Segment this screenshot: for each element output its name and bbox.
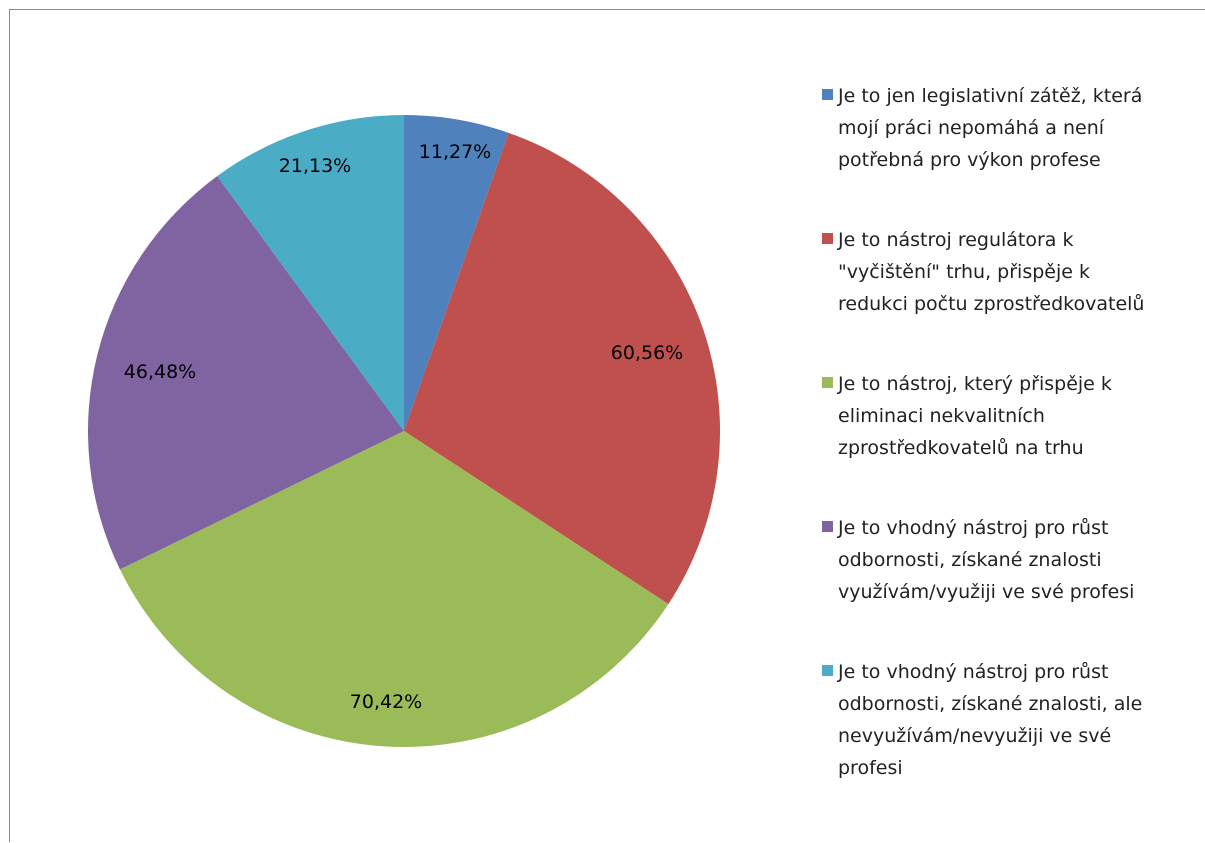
legend-line: nevyužívám/nevyužiji ve své (838, 725, 1112, 747)
legend-label-1: Je to jen legislativní zátěž, která mojí … (838, 80, 1142, 176)
legend-line: Je to vhodný nástroj pro růst (838, 661, 1109, 683)
legend-label-5: Je to vhodný nástroj pro růst odbornosti,… (838, 656, 1142, 784)
legend-swatch-5 (822, 665, 833, 676)
legend-line: Je to vhodný nástroj pro růst (838, 517, 1109, 539)
legend-item-1: Je to jen legislativní zátěž, která mojí … (822, 80, 1205, 176)
legend-line: využívám/využiji ve své profesi (838, 581, 1135, 603)
legend-swatch-4 (822, 521, 833, 532)
chart-frame: 11,27% 60,56% 70,42% 46,48% 21,13% Je to jen… (9, 9, 1205, 842)
data-label-2: 60,56% (611, 342, 683, 364)
data-label-4: 46,48% (124, 361, 196, 383)
legend-swatch-1 (822, 89, 833, 100)
legend-line: profesi (838, 757, 903, 779)
pie-slice-2 (404, 132, 721, 605)
pie-slice-5 (217, 115, 404, 431)
legend-swatch-2 (822, 233, 833, 244)
legend-swatch-3 (822, 377, 833, 388)
legend-item-5: Je to vhodný nástroj pro růst odbornosti,… (822, 656, 1205, 784)
pie-slice-1 (404, 115, 509, 431)
legend-item-3: Je to nástroj, který přispěje k eliminaci… (822, 368, 1205, 464)
data-label-1: 11,27% (419, 141, 491, 163)
legend-line: Je to nástroj, který přispěje k (838, 373, 1112, 395)
data-label-3: 70,42% (350, 691, 422, 713)
legend-line: "vyčištění" trhu, přispěje k (838, 261, 1090, 283)
data-label-5: 21,13% (279, 155, 351, 177)
legend-line: odbornosti, získané znalosti, ale (838, 693, 1143, 715)
legend-label-4: Je to vhodný nástroj pro růst odbornosti,… (838, 512, 1134, 608)
legend-line: Je to jen legislativní zátěž, která (838, 85, 1143, 107)
legend-line: eliminaci nekvalitních (838, 405, 1045, 427)
legend-item-4: Je to vhodný nástroj pro růst odbornosti,… (822, 512, 1205, 608)
legend-label-3: Je to nástroj, který přispěje k eliminaci… (838, 368, 1112, 464)
legend-line: zprostředkovatelů na trhu (838, 437, 1084, 459)
legend-line: potřebná pro výkon profese (838, 149, 1101, 171)
legend-line: redukci počtu zprostředkovatelů (838, 293, 1145, 315)
legend-item-2: Je to nástroj regulátora k "vyčištění" tr… (822, 224, 1205, 320)
legend-line: mojí práci nepomáhá a není (838, 117, 1105, 139)
pie-chart: 11,27% 60,56% 70,42% 46,48% 21,13% (88, 115, 721, 747)
legend-label-2: Je to nástroj regulátora k "vyčištění" tr… (838, 224, 1144, 320)
pie-slice-3 (119, 431, 669, 747)
pie-slice-4 (88, 176, 405, 570)
legend-line: Je to nástroj regulátora k (838, 229, 1074, 251)
legend-line: odbornosti, získané znalosti (838, 549, 1102, 571)
